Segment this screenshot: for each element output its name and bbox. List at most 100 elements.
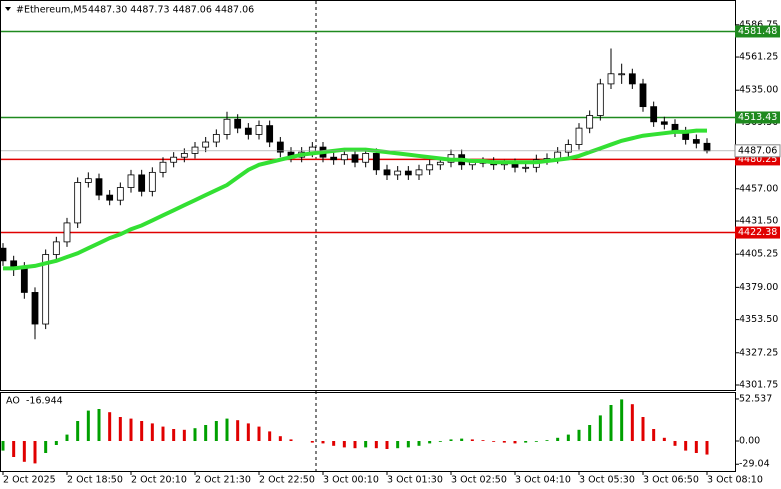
- ao-bar: [246, 423, 250, 441]
- ao-bar: [332, 441, 336, 446]
- ao-bar: [289, 439, 293, 441]
- ao-bar: [374, 441, 378, 449]
- ao-bar: [268, 431, 272, 441]
- ao-bar: [524, 441, 528, 443]
- ao-bar: [609, 405, 613, 441]
- candle-body: [639, 83, 647, 108]
- ao-bar: [556, 437, 560, 441]
- last-price-tag: [734, 144, 781, 158]
- candle-body: [148, 171, 156, 192]
- candle-body: [95, 178, 103, 196]
- candle-body: [383, 169, 391, 176]
- candle-body: [426, 164, 434, 171]
- candle-body: [42, 254, 50, 325]
- ao-bar: [12, 441, 16, 457]
- ao-bar: [577, 429, 581, 441]
- candle-body: [127, 174, 135, 188]
- y-tick-label: 4586.75: [739, 19, 778, 30]
- candle-body: [607, 73, 615, 85]
- ao-bar: [44, 441, 48, 453]
- ao-bar: [492, 441, 496, 442]
- x-tick-label: 3 Oct 02:50: [451, 475, 507, 486]
- x-tick-label: 3 Oct 06:50: [643, 475, 699, 486]
- ao-bar: [588, 425, 592, 441]
- candle-body: [522, 166, 530, 169]
- ao-bar: [449, 439, 453, 441]
- x-tick-label: 2 Oct 22:50: [259, 475, 315, 486]
- candle-body: [255, 125, 263, 135]
- candle-body: [372, 153, 380, 171]
- candle-body: [63, 222, 71, 243]
- ao-bar: [652, 429, 656, 441]
- candle-body: [692, 139, 700, 144]
- candle-body: [191, 146, 199, 154]
- ao-bar: [396, 441, 400, 449]
- candle-body: [596, 83, 604, 116]
- x-tick-label: 3 Oct 01:30: [387, 475, 443, 486]
- x-tick-label: 2 Oct 21:30: [195, 475, 251, 486]
- candle-body: [340, 154, 348, 161]
- level-tag: [735, 25, 780, 38]
- candle-body: [212, 134, 220, 143]
- last-price-label: 4487.06: [738, 145, 777, 156]
- ao-bar: [193, 428, 197, 441]
- x-tick-label: 2 Oct 20:10: [131, 475, 187, 486]
- candle-body: [106, 194, 114, 201]
- ao-bar: [630, 404, 634, 441]
- ao-bar: [140, 421, 144, 441]
- ao-bar: [310, 441, 314, 443]
- ao-bar: [182, 429, 186, 441]
- ao-bar: [620, 399, 624, 441]
- y-tick-label: 4457.00: [739, 183, 778, 194]
- ao-bar: [566, 434, 570, 441]
- ao-bar: [662, 437, 666, 441]
- ao-bar: [86, 410, 90, 441]
- ao-bar: [470, 439, 474, 441]
- candle-body: [351, 154, 359, 163]
- ao-bar: [236, 420, 240, 441]
- ao-bar: [545, 440, 549, 441]
- menu-arrow: [5, 7, 11, 11]
- ao-bar: [33, 441, 37, 464]
- level-label: 4581.48: [738, 26, 777, 37]
- candle-body: [138, 174, 146, 192]
- candle-body: [628, 73, 636, 85]
- candle-body: [650, 106, 658, 123]
- ao-bar: [534, 441, 538, 442]
- candle-body: [276, 141, 284, 153]
- candle-body: [436, 161, 444, 166]
- candle-body: [330, 156, 338, 161]
- moving-average: [3, 128, 707, 271]
- ao-bar: [460, 438, 464, 441]
- candle-body: [266, 125, 274, 143]
- ao-bar: [97, 409, 101, 441]
- ao-bar: [428, 441, 432, 444]
- candle-body: [159, 161, 167, 173]
- y-tick-label: 4301.75: [739, 380, 778, 391]
- candle-body: [20, 266, 28, 293]
- ao-frame: [0, 392, 736, 472]
- level-label: 4422.38: [738, 227, 777, 238]
- ao-bar: [204, 425, 208, 441]
- candle-body: [404, 170, 412, 176]
- ao-bar: [417, 441, 421, 446]
- candle-body: [394, 170, 402, 176]
- candle-body: [223, 118, 231, 135]
- y-tick-label: 4353.50: [739, 314, 778, 325]
- ao-title: AO: [6, 396, 20, 407]
- y-tick-label: 52.537: [739, 393, 772, 404]
- ao-bar: [257, 426, 261, 441]
- x-tick-label: 3 Oct 00:10: [323, 475, 379, 486]
- level-tag: [735, 226, 780, 239]
- ao-bar: [438, 441, 442, 442]
- ao-bar: [598, 415, 602, 441]
- candle-body: [586, 115, 594, 129]
- candle-body: [202, 141, 210, 148]
- ao-bar: [364, 441, 368, 448]
- ao-bar: [76, 421, 80, 441]
- candle-body: [575, 127, 583, 145]
- candle-body: [362, 153, 370, 163]
- y-tick-label: 4561.25: [739, 52, 778, 63]
- candle-body: [703, 142, 711, 152]
